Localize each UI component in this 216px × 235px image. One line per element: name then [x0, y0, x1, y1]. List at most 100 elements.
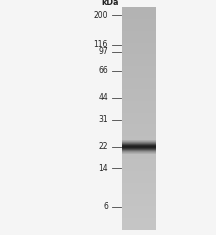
Bar: [122, 88, 156, 89]
Bar: [122, 145, 156, 146]
Bar: [122, 85, 156, 86]
Bar: [122, 107, 156, 108]
Bar: [122, 17, 156, 18]
Bar: [122, 202, 156, 203]
Bar: [122, 57, 156, 58]
Bar: [122, 145, 156, 146]
Bar: [122, 27, 156, 28]
Bar: [122, 75, 156, 76]
Bar: [122, 70, 156, 71]
Text: 66: 66: [98, 66, 108, 75]
Bar: [122, 133, 156, 134]
Bar: [122, 144, 156, 145]
Text: 14: 14: [98, 164, 108, 172]
Bar: [122, 182, 156, 183]
Bar: [122, 183, 156, 184]
Bar: [122, 128, 156, 129]
Bar: [122, 64, 156, 65]
Bar: [122, 120, 156, 121]
Bar: [122, 176, 156, 177]
Bar: [122, 24, 156, 25]
Bar: [122, 165, 156, 166]
Bar: [122, 61, 156, 62]
Bar: [122, 151, 156, 152]
Bar: [122, 40, 156, 41]
Bar: [122, 77, 156, 78]
Bar: [122, 99, 156, 100]
Bar: [122, 43, 156, 44]
Bar: [122, 21, 156, 22]
Bar: [122, 184, 156, 185]
Bar: [122, 98, 156, 99]
Bar: [122, 143, 156, 144]
Bar: [122, 137, 156, 138]
Bar: [122, 150, 156, 151]
Text: 6: 6: [103, 202, 108, 211]
Bar: [122, 159, 156, 160]
Bar: [122, 149, 156, 150]
Bar: [122, 207, 156, 208]
Bar: [122, 181, 156, 182]
Bar: [122, 33, 156, 34]
Bar: [122, 59, 156, 60]
Bar: [122, 138, 156, 139]
Bar: [122, 143, 156, 144]
Bar: [122, 65, 156, 66]
Text: 200: 200: [94, 11, 108, 20]
Bar: [122, 18, 156, 19]
Bar: [122, 49, 156, 50]
Bar: [122, 22, 156, 23]
Bar: [122, 220, 156, 221]
Bar: [122, 152, 156, 153]
Bar: [122, 32, 156, 33]
Bar: [122, 146, 156, 147]
Bar: [122, 74, 156, 75]
Bar: [122, 20, 156, 21]
Bar: [122, 81, 156, 82]
Bar: [122, 149, 156, 150]
Bar: [122, 10, 156, 11]
Text: 31: 31: [98, 115, 108, 124]
Bar: [122, 218, 156, 219]
Bar: [122, 213, 156, 214]
Bar: [122, 205, 156, 206]
Bar: [122, 219, 156, 220]
Bar: [122, 148, 156, 149]
Bar: [122, 67, 156, 68]
Bar: [122, 45, 156, 46]
Bar: [122, 101, 156, 102]
Bar: [122, 154, 156, 155]
Bar: [122, 178, 156, 179]
Bar: [122, 151, 156, 152]
Bar: [122, 30, 156, 31]
Bar: [122, 124, 156, 125]
Bar: [122, 63, 156, 64]
Bar: [122, 136, 156, 137]
Bar: [122, 147, 156, 148]
Bar: [122, 148, 156, 149]
Bar: [122, 160, 156, 161]
Bar: [122, 210, 156, 211]
Bar: [122, 56, 156, 57]
Bar: [122, 19, 156, 20]
Bar: [122, 169, 156, 170]
Bar: [122, 132, 156, 133]
Bar: [122, 35, 156, 36]
Bar: [122, 188, 156, 189]
Bar: [122, 151, 156, 152]
Bar: [122, 153, 156, 154]
Bar: [122, 161, 156, 162]
Bar: [122, 221, 156, 222]
Bar: [122, 93, 156, 94]
Bar: [122, 170, 156, 171]
Bar: [122, 90, 156, 91]
Bar: [122, 153, 156, 154]
Bar: [122, 53, 156, 54]
Bar: [122, 144, 156, 145]
Bar: [122, 186, 156, 187]
Bar: [122, 80, 156, 81]
Bar: [122, 200, 156, 201]
Bar: [122, 199, 156, 200]
Bar: [122, 198, 156, 199]
Bar: [122, 50, 156, 51]
